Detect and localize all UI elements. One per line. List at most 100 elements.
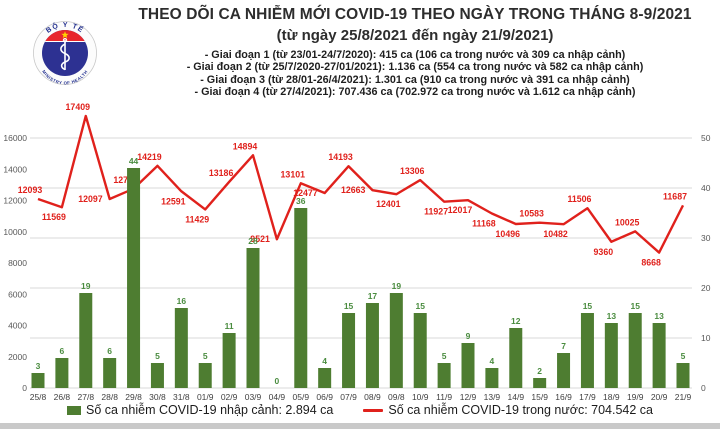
x-axis-date-label: 01/9 [197,392,214,402]
domestic-value-label: 12663 [341,185,366,195]
star-icon [61,31,69,39]
imported-value-label: 19 [81,281,91,291]
x-axis-date-label: 06/9 [316,392,333,402]
domestic-value-label: 13101 [281,169,306,179]
imported-value-label: 16 [177,296,187,306]
domestic-value-label: 10583 [519,209,544,219]
domestic-value-label: 12097 [78,194,103,204]
imported-value-label: 15 [415,301,425,311]
domestic-value-label: 12017 [448,205,473,215]
stage-summary-line-1: - Giai đoạn 1 (từ 23/01-24/7/2020): 415 … [204,49,626,61]
x-axis-date-label: 14/9 [508,392,525,402]
imported-value-label: 13 [607,311,617,321]
x-axis-date-label: 13/9 [484,392,501,402]
left-axis-tick: 16000 [3,133,27,143]
line-domestic-cases [37,114,685,254]
x-axis-date-label: 27/8 [78,392,95,402]
left-axis-tick: 4000 [8,321,27,331]
bar-swatch-icon [67,405,81,415]
bar-imported-cases [174,308,188,388]
x-axis-date-label: 25/8 [30,392,47,402]
bar-imported-cases [103,358,117,388]
imported-value-label: 19 [392,281,402,291]
imported-value-label: 5 [203,351,208,361]
domestic-value-label: 12477 [293,188,318,198]
x-axis-date-label: 10/9 [412,392,429,402]
bar-imported-cases [509,328,523,388]
chart-legend: Số ca nhiễm COVID-19 nhập cảnh: 2.894 ca… [0,403,720,417]
domestic-value-label: 11927 [424,207,448,217]
domestic-value-label: 12591 [161,196,186,206]
domestic-value-label: 17409 [66,102,91,112]
imported-value-label: 7 [561,341,566,351]
domestic-value-label: 10496 [496,229,521,239]
imported-value-label: 15 [583,301,593,311]
x-axis-date-label: 20/9 [651,392,668,402]
imported-value-label: 0 [275,376,280,386]
domestic-value-label: 12401 [376,199,401,209]
bar-imported-cases [676,363,690,388]
line-swatch-icon [363,408,384,412]
bar-imported-cases [294,208,308,388]
domestic-value-label: 13186 [209,168,234,178]
bar-imported-cases [127,168,141,388]
right-axis-tick: 30 [701,233,711,243]
x-axis-date-label: 31/8 [173,392,190,402]
bar-imported-cases [604,323,618,388]
x-axis-date-label: 12/9 [460,392,477,402]
domestic-value-label: 11687 [663,191,687,201]
bar-imported-cases [557,353,571,388]
left-axis-tick: 12000 [3,196,27,206]
legend-label-domestic: Số ca nhiễm COVID-19 trong nước: 704.542… [388,403,653,417]
left-axis-tick: 8000 [8,258,27,268]
left-axis-tick: 14000 [3,164,27,174]
domestic-value-label: 9521 [250,234,270,244]
bar-imported-cases [461,343,475,388]
bar-imported-cases [342,313,356,388]
domestic-value-label: 11429 [185,214,209,224]
x-axis-date-label: 08/9 [364,392,381,402]
domestic-value-label: 14219 [137,152,162,162]
stage-summary-line-2: - Giai đoạn 2 (từ 25/7/2020-27/01/2021):… [186,61,644,74]
x-axis-date-label: 30/8 [149,392,166,402]
page-subtitle: (từ ngày 25/8/2021 đến ngày 21/9/2021) [276,27,554,44]
page-title: THEO DÕI CA NHIỄM MỚI COVID-19 THEO NGÀY… [138,6,692,23]
x-axis-date-label: 02/9 [221,392,238,402]
x-axis-date-label: 05/9 [293,392,310,402]
left-axis-tick: 0 [22,383,27,393]
bar-imported-cases [580,313,594,388]
x-axis-date-label: 07/9 [340,392,357,402]
bar-imported-cases [246,248,260,388]
imported-value-label: 3 [36,361,41,371]
bar-imported-cases [533,378,547,388]
x-axis-date-label: 16/9 [555,392,572,402]
right-axis-tick: 40 [701,183,711,193]
left-axis-tick: 6000 [8,289,27,299]
imported-value-label: 5 [442,351,447,361]
imported-value-label: 6 [107,346,112,356]
bar-imported-cases [413,313,427,388]
x-axis-date-label: 17/9 [579,392,596,402]
domestic-value-label: 11506 [567,194,591,204]
bar-imported-cases [365,303,379,388]
x-axis-date-label: 18/9 [603,392,620,402]
imported-value-label: 15 [630,301,640,311]
x-axis-date-label: 19/9 [627,392,644,402]
domestic-value-label: 12093 [18,185,43,195]
right-axis-tick: 10 [701,333,711,343]
x-axis-date-label: 21/9 [675,392,692,402]
domestic-value-label: 10482 [543,229,568,239]
bar-imported-cases [55,358,69,388]
right-axis-tick: 50 [701,133,711,143]
right-axis-tick: 20 [701,283,711,293]
chart-header: THEO DÕI CA NHIỄM MỚI COVID-19 THEO NGÀY… [118,6,712,99]
domestic-value-label: 14193 [328,152,353,162]
imported-value-label: 15 [344,301,354,311]
imported-value-label: 4 [490,356,495,366]
domestic-value-label: 8668 [641,258,661,268]
left-axis-tick: 2000 [8,352,27,362]
bar-imported-cases [485,368,499,388]
bar-imported-cases [222,333,236,388]
domestic-value-label: 12752 [113,175,138,185]
bar-imported-cases [628,313,642,388]
